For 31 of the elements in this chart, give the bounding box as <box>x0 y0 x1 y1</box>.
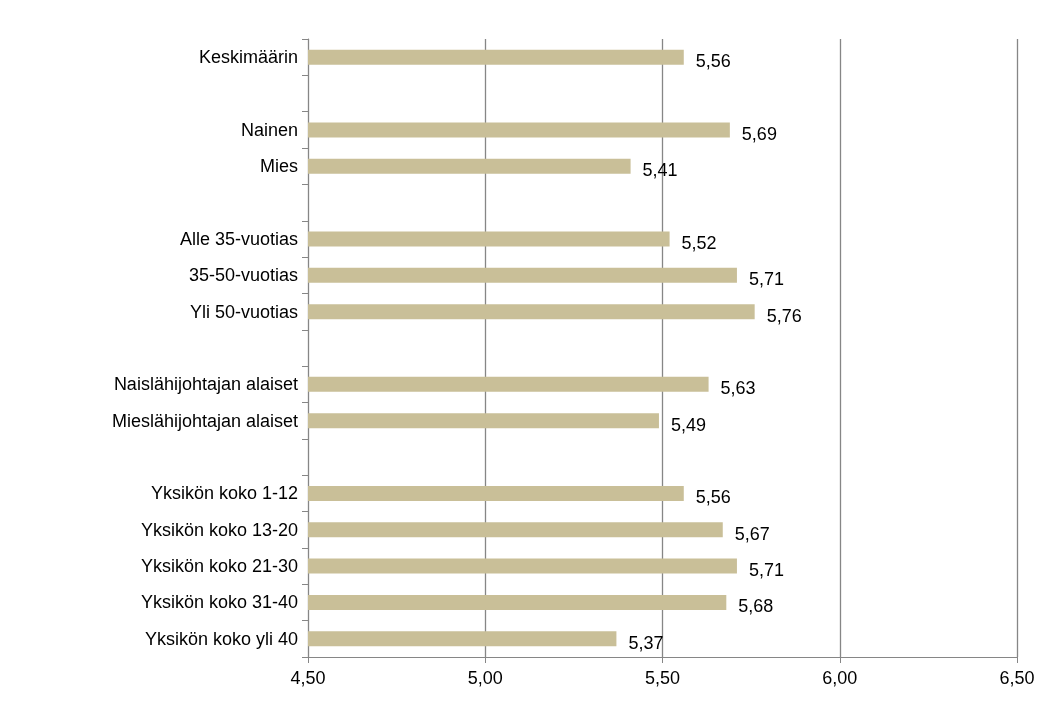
data-label: 5,67 <box>734 523 770 544</box>
data-label: 5,56 <box>695 487 731 508</box>
data-label: 5,76 <box>766 305 802 326</box>
y-tick-label: Yksikön koko 31-40 <box>140 592 298 613</box>
data-label: 5,71 <box>748 269 784 290</box>
data-label: 5,63 <box>720 378 756 399</box>
y-tick-label: Mieslähijohtajan alaiset <box>111 410 298 431</box>
y-tick-label: Keskimäärin <box>198 47 298 68</box>
y-tick-label: Alle 35-vuotias <box>179 228 298 249</box>
x-tick-label: 6,00 <box>822 668 858 688</box>
data-label: 5,71 <box>748 560 784 581</box>
y-tick-label: Yksikön koko 13-20 <box>140 519 298 540</box>
data-label: 5,37 <box>628 632 664 653</box>
y-tick-label: Yksikön koko 1-12 <box>150 483 298 504</box>
x-tick-label: 4,50 <box>290 668 326 688</box>
data-label: 5,68 <box>738 596 774 617</box>
y-tick-label: 35-50-vuotias <box>188 265 298 286</box>
y-tick-label: Nainen <box>240 119 298 140</box>
x-tick-label: 5,00 <box>467 668 503 688</box>
y-tick-label: Mies <box>259 156 298 177</box>
y-tick-label: Yksikön koko yli 40 <box>144 628 298 649</box>
x-tick-label: 6,50 <box>999 668 1035 688</box>
y-tick-label: Naislähijohtajan alaiset <box>113 374 298 395</box>
y-tick-label: Yli 50-vuotias <box>189 301 298 322</box>
x-tick-label: 5,50 <box>644 668 681 688</box>
data-label: 5,69 <box>741 123 777 144</box>
data-label: 5,56 <box>695 51 731 72</box>
data-label: 5,52 <box>681 232 717 253</box>
data-label: 5,41 <box>642 160 678 181</box>
data-label: 5,49 <box>670 414 706 435</box>
y-tick-label: Yksikön koko 21-30 <box>140 556 298 577</box>
